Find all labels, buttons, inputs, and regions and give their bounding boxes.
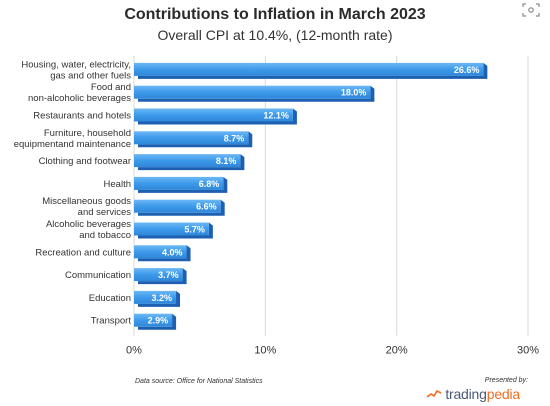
category-label: Alcoholic beverages and tobacco <box>46 219 131 241</box>
data-label: 8.1% <box>216 156 237 166</box>
bar-shadow <box>138 176 228 193</box>
bar <box>134 108 293 122</box>
data-label: 6.6% <box>196 202 217 212</box>
bar-shadow <box>138 313 177 330</box>
brand-name-trading: trading <box>445 386 487 402</box>
category-label: Transport <box>91 316 132 327</box>
data-source-note: Data source: Office for National Statist… <box>135 378 263 385</box>
trend-line-icon <box>426 389 442 398</box>
category-label: Miscellaneous goods and services <box>42 196 131 218</box>
presented-by-label: Presented by: <box>484 377 528 384</box>
data-label: 4.0% <box>162 247 183 257</box>
data-label: 3.2% <box>152 293 173 303</box>
data-label: 26.6% <box>454 65 480 75</box>
bar <box>134 131 249 145</box>
bar-shadow <box>138 131 253 148</box>
data-label: 12.1% <box>263 111 289 121</box>
data-label: 18.0% <box>341 88 367 98</box>
bar <box>134 222 209 236</box>
bar-shadow <box>138 154 245 171</box>
bar <box>134 290 177 304</box>
bar <box>134 245 187 259</box>
x-tick-label: 20% <box>386 345 408 357</box>
bar <box>134 85 371 99</box>
category-label: Furniture, household equipmentand mainten… <box>14 128 131 150</box>
x-tick-label: 10% <box>254 345 276 357</box>
bar <box>134 268 183 282</box>
bar <box>134 176 224 190</box>
category-label: Restaurants and hotels <box>33 111 131 122</box>
bar-shadow <box>138 290 181 307</box>
bar <box>134 154 241 168</box>
data-label: 2.9% <box>148 316 169 326</box>
image-scan-icon[interactable] <box>522 3 540 17</box>
category-label: Education <box>89 293 131 304</box>
bar-shadow <box>138 245 191 262</box>
data-label: 6.8% <box>199 179 220 189</box>
bar-shadow <box>138 268 187 285</box>
x-tick-label: 0% <box>126 345 142 357</box>
bar-shadow <box>138 108 297 125</box>
bar <box>134 62 484 76</box>
category-label: Housing, water, electricity, gas and othe… <box>21 59 131 81</box>
bar <box>134 313 173 327</box>
bar <box>134 199 221 213</box>
bar-shadow <box>138 199 225 216</box>
x-tick-label: 30% <box>517 345 539 357</box>
data-label: 5.7% <box>184 225 205 235</box>
chart-title: Contributions to Inflation in March 2023 <box>124 6 426 23</box>
bar-shadow <box>138 85 375 102</box>
category-label: Communication <box>65 270 131 281</box>
brand-name-pedia: pedia <box>486 386 520 402</box>
bar-shadow <box>138 222 213 239</box>
data-label: 8.7% <box>224 133 245 143</box>
category-label: Health <box>104 179 131 190</box>
category-label: Food and non-alcoholic beverages <box>28 82 131 104</box>
chart-subtitle: Overall CPI at 10.4%, (12-month rate) <box>157 27 393 43</box>
category-label: Clothing and footwear <box>39 156 131 167</box>
bar-shadow <box>138 62 488 79</box>
data-label: 3.7% <box>158 270 179 280</box>
category-label: Recreation and culture <box>35 247 131 258</box>
brand-logo: trading pedia <box>426 386 520 402</box>
